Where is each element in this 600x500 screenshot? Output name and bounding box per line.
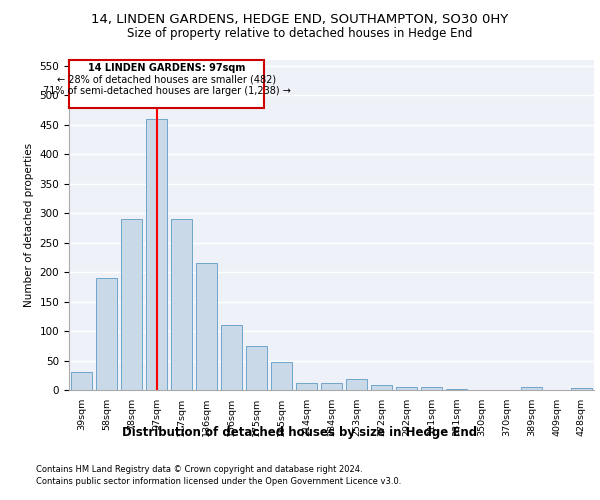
Text: 71% of semi-detached houses are larger (1,238) →: 71% of semi-detached houses are larger (… (43, 86, 290, 96)
Bar (346, 380, 367, 390)
Text: 14, LINDEN GARDENS, HEDGE END, SOUTHAMPTON, SO30 0HY: 14, LINDEN GARDENS, HEDGE END, SOUTHAMPT… (91, 12, 509, 26)
Text: Size of property relative to detached houses in Hedge End: Size of property relative to detached ho… (127, 28, 473, 40)
Bar (171, 219, 192, 390)
Bar (446, 389, 467, 390)
Text: Contains public sector information licensed under the Open Government Licence v3: Contains public sector information licen… (36, 476, 401, 486)
Bar (246, 346, 267, 390)
Bar (296, 383, 317, 390)
Bar (96, 278, 117, 390)
Y-axis label: Number of detached properties: Number of detached properties (24, 143, 34, 307)
Bar (271, 362, 292, 390)
Text: ← 28% of detached houses are smaller (482): ← 28% of detached houses are smaller (48… (57, 74, 276, 85)
Bar (146, 119, 167, 390)
Bar (571, 388, 592, 390)
Bar (121, 219, 142, 390)
Bar (396, 387, 417, 390)
Bar (221, 325, 242, 390)
Text: Contains HM Land Registry data © Crown copyright and database right 2024.: Contains HM Land Registry data © Crown c… (36, 464, 362, 473)
Bar (371, 386, 392, 390)
Bar (71, 372, 92, 390)
Text: 14 LINDEN GARDENS: 97sqm: 14 LINDEN GARDENS: 97sqm (88, 63, 245, 73)
Bar (69, 60, 264, 108)
Bar (421, 387, 442, 390)
Text: Distribution of detached houses by size in Hedge End: Distribution of detached houses by size … (122, 426, 478, 439)
Bar (521, 387, 542, 390)
Bar (196, 264, 217, 390)
Bar (321, 383, 342, 390)
